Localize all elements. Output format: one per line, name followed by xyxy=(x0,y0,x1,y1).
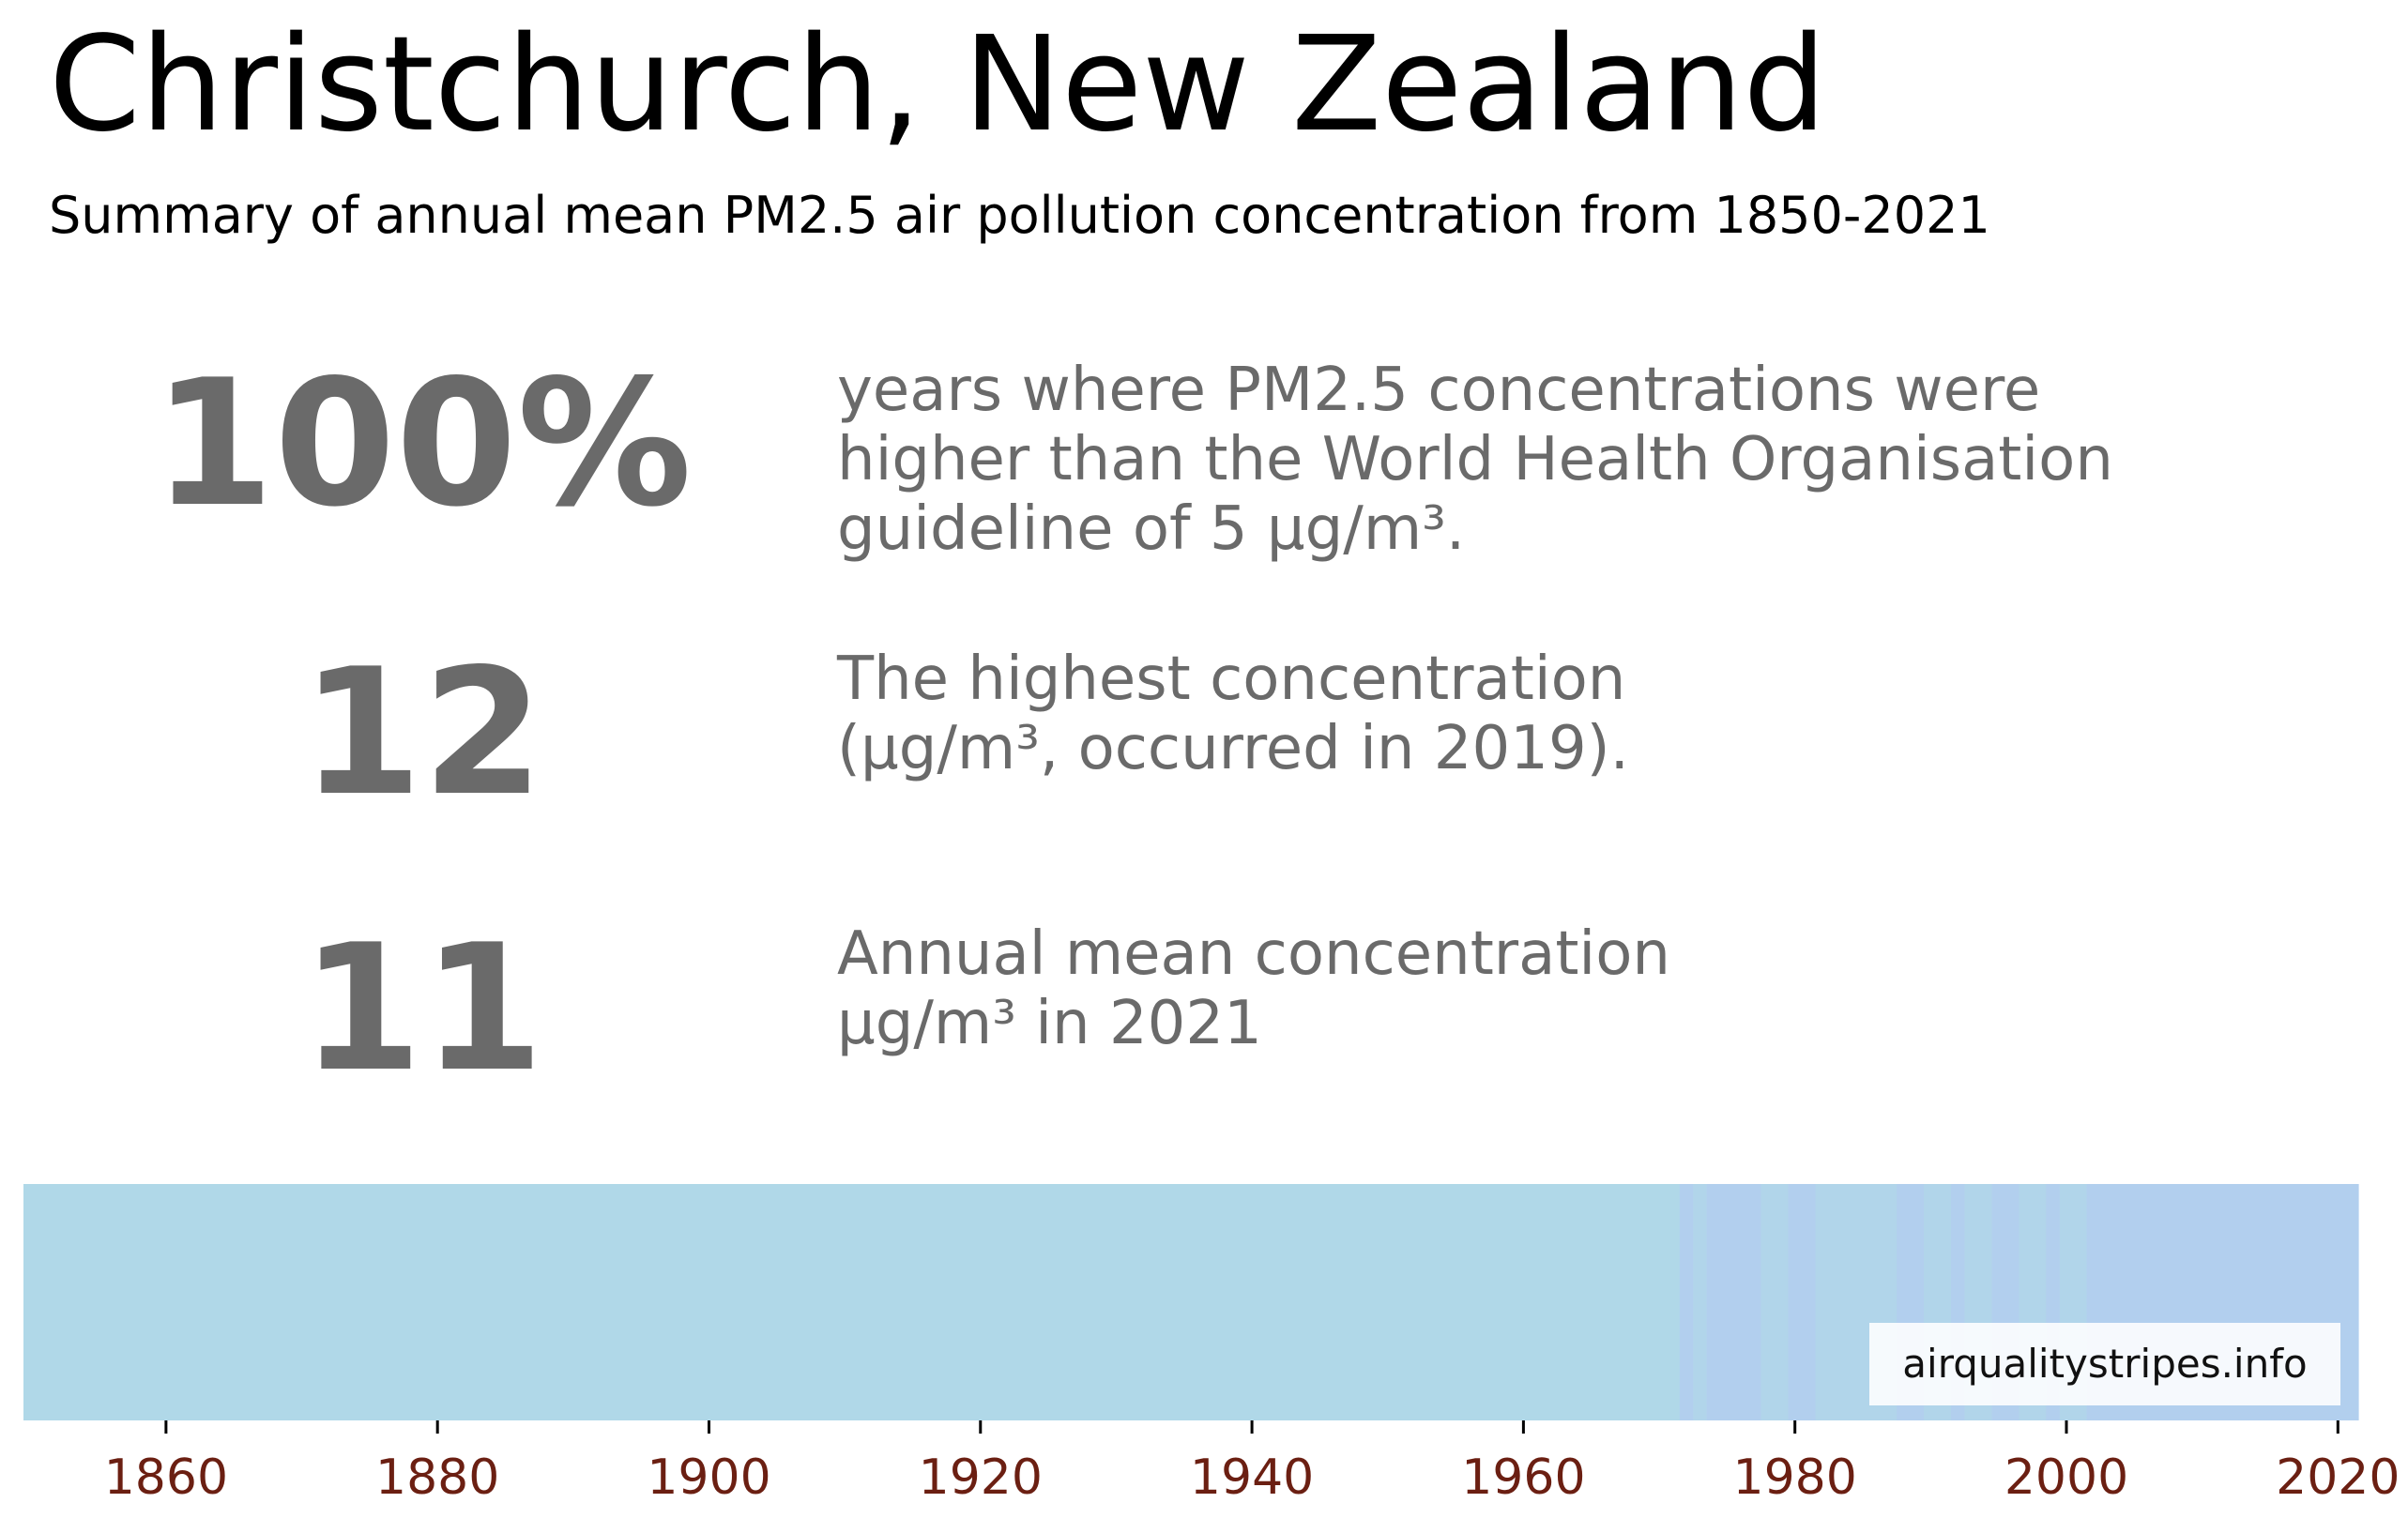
stat-description-line: (µg/m³, occurred in 2019). xyxy=(837,714,1629,783)
x-tick-label-1980: 1980 xyxy=(1733,1450,1857,1506)
stat-description-latest: Annual mean concentration µg/m³ in 2021 xyxy=(837,919,1670,1058)
page-title: Christchurch, New Zealand xyxy=(49,8,1827,161)
stat-description-exceedance: years where PM2.5 concentrations were hi… xyxy=(837,356,2113,564)
stripe-1850-1971 xyxy=(23,1184,1681,1420)
stat-description-line: The highest concentration xyxy=(837,645,1626,714)
x-tick-label-1900: 1900 xyxy=(647,1450,770,1506)
stripe-1973-1973 xyxy=(1693,1184,1708,1420)
x-tick-label-1940: 1940 xyxy=(1190,1450,1314,1506)
stat-description-line: µg/m³ in 2021 xyxy=(837,989,1262,1058)
x-tick-label-2000: 2000 xyxy=(2004,1450,2128,1506)
stat-description-line: years where PM2.5 concentrations were xyxy=(837,356,2041,425)
stat-value-exceedance: 100% xyxy=(152,342,693,545)
stat-description-line: higher than the World Health Organisatio… xyxy=(837,425,2113,494)
stat-description-highest: The highest concentration (µg/m³, occurr… xyxy=(837,645,1629,783)
stat-value-latest: 11 xyxy=(300,906,544,1110)
x-tick-label-1880: 1880 xyxy=(375,1450,499,1506)
page-subtitle: Summary of annual mean PM2.5 air polluti… xyxy=(49,186,1990,245)
stat-description-line: Annual mean concentration xyxy=(837,919,1670,989)
watermark-background xyxy=(1869,1323,2340,1405)
stripe-1974-1977 xyxy=(1706,1184,1762,1420)
x-tick-label-2020: 2020 xyxy=(2276,1450,2400,1506)
stat-description-line: guideline of 5 µg/m³. xyxy=(837,494,1466,564)
stripe-1972-1972 xyxy=(1679,1184,1694,1420)
stat-value-highest: 12 xyxy=(300,630,544,834)
x-tick-label-1920: 1920 xyxy=(919,1450,1043,1506)
x-tick-label-1860: 1860 xyxy=(104,1450,228,1506)
x-tick-label-1960: 1960 xyxy=(1461,1450,1585,1506)
watermark-text: airqualitystripes.info xyxy=(1902,1341,2308,1387)
stripe-1980-1981 xyxy=(1788,1184,1816,1420)
stripe-1978-1979 xyxy=(1760,1184,1790,1420)
